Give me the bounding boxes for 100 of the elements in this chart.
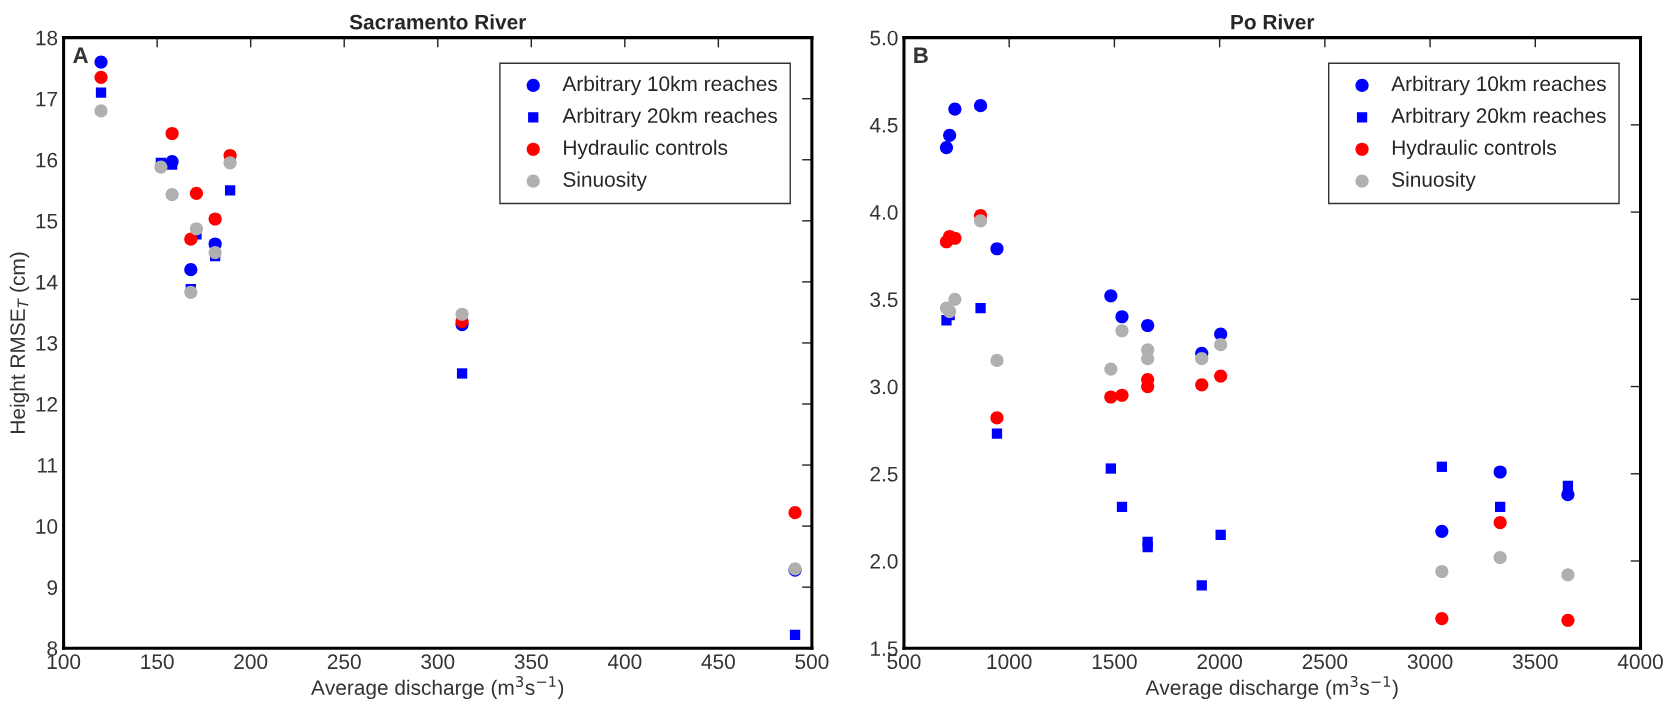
point (1195, 352, 1209, 366)
y-tick-label: 8 (47, 641, 58, 656)
x-tick-label: 1500 (1092, 654, 1137, 670)
x-tick-label: 100 (47, 654, 81, 670)
point (1493, 516, 1507, 530)
point (943, 304, 957, 319)
point (1435, 611, 1449, 626)
x-tick-label: 500 (795, 654, 829, 670)
point (990, 411, 1004, 425)
y-tick-label: 9 (47, 580, 58, 595)
point (189, 222, 204, 236)
x-tick-label: 350 (514, 654, 548, 670)
y-tick-label: 2.5 (870, 466, 898, 482)
x-tick-label: 300 (421, 654, 455, 670)
y-tick-label: 17 (36, 91, 58, 107)
x-tick-label: 250 (327, 654, 361, 670)
point (943, 128, 957, 142)
point (1493, 465, 1507, 479)
point (94, 55, 108, 69)
y-tick-label: 18 (36, 30, 58, 46)
x-tick-label: 4000 (1617, 654, 1663, 670)
point (1196, 580, 1207, 591)
point (224, 185, 236, 196)
y-tick-label: 5.0 (870, 30, 898, 46)
legend-label: Arbitrary 20km reaches (562, 107, 778, 128)
chart-title: Po River (1231, 14, 1315, 30)
point (1436, 461, 1448, 472)
point (1104, 289, 1118, 303)
legend-label: Hydraulic controls (1392, 139, 1557, 160)
point (1116, 501, 1128, 513)
point (1115, 388, 1129, 402)
point (973, 214, 988, 228)
point (223, 156, 237, 170)
legend-label: Hydraulic controls (564, 139, 728, 160)
y-tick-label: 2.0 (870, 554, 898, 569)
y-tick-label: 4.0 (869, 205, 898, 220)
point (948, 292, 962, 306)
y-tick-label: 1.5 (871, 641, 898, 656)
point (455, 307, 469, 321)
point (1142, 536, 1153, 547)
point (939, 140, 954, 155)
point (1141, 318, 1155, 333)
x-tick-label: 2000 (1197, 654, 1242, 670)
point (154, 160, 168, 174)
x-tick-label: 3500 (1512, 654, 1558, 670)
point (94, 104, 108, 118)
point (1561, 613, 1575, 627)
y-tick-label: 14 (36, 275, 58, 290)
x-tick-label: 3000 (1407, 654, 1453, 670)
point (1495, 501, 1506, 513)
y-tick-label: 15 (36, 214, 58, 229)
point (1104, 362, 1118, 376)
point (189, 186, 204, 200)
point (1105, 463, 1116, 474)
point (789, 629, 801, 640)
y-tick-label: 11 (38, 458, 58, 473)
x-tick-label: 500 (887, 654, 921, 670)
point (1115, 310, 1129, 324)
x-tick-label: 400 (607, 654, 642, 670)
point (975, 302, 986, 314)
point (95, 87, 107, 98)
annotation: A (73, 47, 89, 63)
x-tick-label: 1000 (987, 654, 1032, 670)
chart-title: Sacramento River (349, 14, 527, 30)
y-tick-label: 3.5 (870, 292, 898, 308)
point (208, 212, 222, 226)
y-tick-label: 12 (36, 396, 58, 412)
x-axis-title: Average discharge (m$^{3}$s$^{−1}$) (1145, 675, 1398, 700)
point (1435, 564, 1449, 579)
y-tick-label: 16 (36, 152, 58, 168)
point (1562, 480, 1574, 492)
point (990, 353, 1004, 367)
point (1493, 550, 1507, 565)
point (94, 70, 108, 84)
point (1435, 524, 1449, 538)
point (208, 245, 222, 260)
legend-label: Arbitrary 20km reaches (1391, 107, 1606, 128)
point (948, 102, 962, 116)
point (184, 232, 198, 246)
point (1115, 324, 1129, 338)
point (973, 99, 988, 113)
x-tick-label: 150 (141, 654, 174, 670)
legend-label: Arbitrary 10km reaches (562, 75, 778, 96)
x-tick-label: 450 (701, 654, 735, 670)
y-tick-label: 13 (36, 335, 58, 351)
point (184, 285, 198, 299)
y-axis-title: Height RMSE$_{T}$ (cm) (9, 252, 30, 433)
point (1195, 378, 1209, 392)
legend-label: Arbitrary 10km reaches (1391, 75, 1606, 96)
point (1215, 529, 1226, 540)
x-axis-title: Average discharge (m$^{3}$s$^{−1}$) (311, 675, 564, 700)
x-tick-label: 2500 (1302, 654, 1348, 670)
point (456, 368, 468, 379)
point (1214, 338, 1228, 352)
point (1214, 369, 1228, 383)
point (1104, 390, 1118, 404)
y-tick-label: 10 (36, 519, 58, 534)
point (1561, 568, 1575, 582)
point (165, 126, 179, 141)
point (788, 506, 802, 520)
